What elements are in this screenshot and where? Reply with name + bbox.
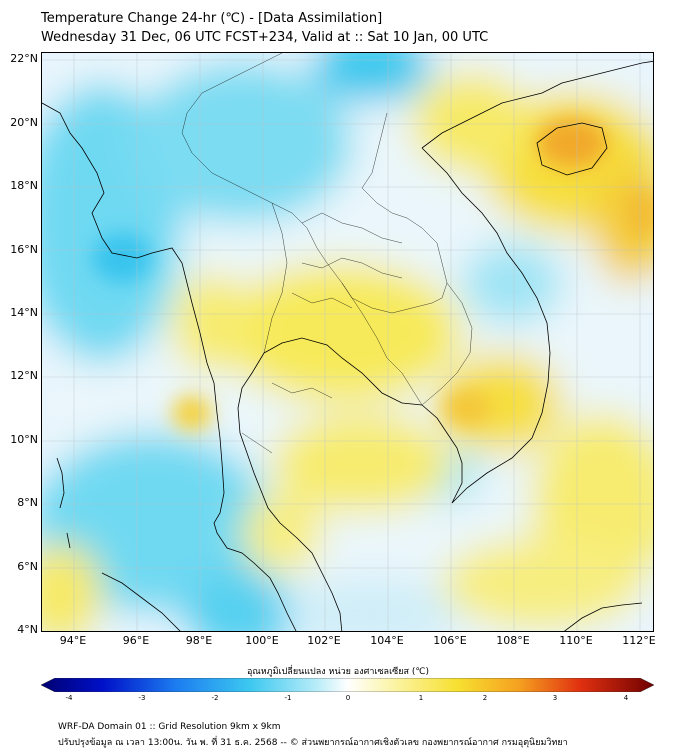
lat-label: 8°N — [17, 496, 38, 509]
colorbar-gradient — [41, 678, 654, 692]
country-borders — [181, 53, 473, 454]
lon-label: 102°E — [307, 634, 341, 647]
lat-label: 4°N — [17, 623, 38, 636]
map-title: Temperature Change 24-hr (℃) - [Data Ass… — [41, 11, 383, 26]
colorbar-tick: 2 — [482, 694, 488, 702]
lon-label: 100°E — [245, 634, 279, 647]
model-info: WRF-DA Domain 01 :: Grid Resolution 9km … — [58, 722, 281, 732]
colorbar-tick: 1 — [418, 694, 424, 702]
colorbar-tick: -1 — [284, 694, 292, 702]
lon-label: 98°E — [185, 634, 213, 647]
lon-label: 94°E — [59, 634, 87, 647]
lat-label: 10°N — [10, 433, 38, 446]
coastlines — [42, 60, 653, 631]
lon-label: 104°E — [370, 634, 404, 647]
colorbar-tick: -4 — [65, 694, 73, 702]
update-credit: ปรับปรุงข้อมูล ณ เวลา 13:00น. วัน พ. ที่… — [58, 738, 568, 748]
lat-label: 14°N — [10, 306, 38, 319]
lon-label: 110°E — [559, 634, 593, 647]
lat-label: 16°N — [10, 243, 38, 256]
colorbar — [41, 678, 654, 692]
map-canvas — [42, 53, 653, 631]
colorbar-tick: -2 — [211, 694, 219, 702]
lon-label: 96°E — [122, 634, 150, 647]
map-gridlines — [42, 53, 653, 631]
lat-label: 22°N — [10, 52, 38, 65]
lat-label: 18°N — [10, 179, 38, 192]
lat-label: 12°N — [10, 369, 38, 382]
lon-label: 106°E — [433, 634, 467, 647]
lon-label: 108°E — [496, 634, 530, 647]
colorbar-tick: 3 — [552, 694, 558, 702]
lat-label: 6°N — [17, 560, 38, 573]
map-subtitle: Wednesday 31 Dec, 06 UTC FCST+234, Valid… — [41, 30, 489, 45]
colorbar-tick: -3 — [138, 694, 146, 702]
lon-label: 112°E — [622, 634, 656, 647]
lat-label: 20°N — [10, 116, 38, 129]
colorbar-tick: 4 — [623, 694, 629, 702]
colorbar-tick: 0 — [345, 694, 351, 702]
colorbar-label: อุณหภูมิเปลี่ยนแปลง หน่วย องศาเซลเซียส (… — [246, 667, 430, 677]
temperature-change-map — [41, 52, 654, 632]
